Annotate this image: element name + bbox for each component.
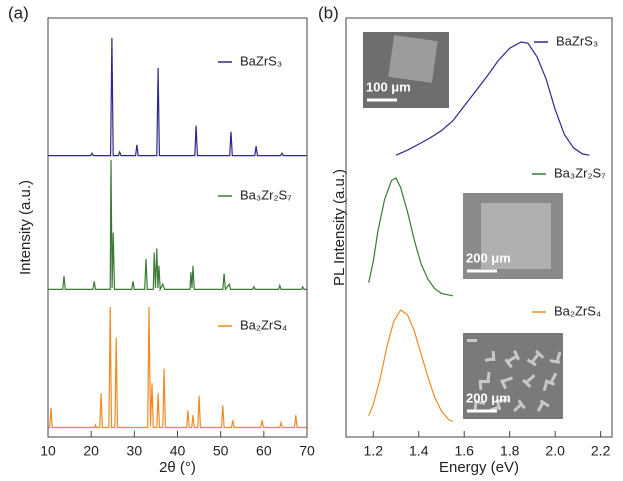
x-axis-label: 2θ (°) <box>159 459 196 476</box>
data-line <box>48 306 307 429</box>
scale-bar-label: 100 μm <box>366 79 411 94</box>
panel-label: (a) <box>8 3 29 22</box>
x-tick-label: 1.6 <box>454 443 474 459</box>
x-tick-label: 1.2 <box>364 443 384 459</box>
y-axis-label: Intensity (a.u.) <box>17 180 34 275</box>
sem-rod <box>531 352 540 363</box>
sem-rod <box>555 351 562 363</box>
sem-rod <box>512 403 523 413</box>
sem-rod <box>535 349 545 359</box>
sem-rod <box>525 374 536 384</box>
data-line <box>48 37 307 157</box>
x-tick-label: 20 <box>83 443 99 459</box>
sem-rod <box>549 359 561 364</box>
sem-rod <box>536 401 545 412</box>
x-axis-label: Energy (eV) <box>439 459 519 476</box>
x-tick-label: 1.4 <box>409 443 429 459</box>
x-tick-label: 2.2 <box>591 443 611 459</box>
x-tick-label: 2.0 <box>545 443 565 459</box>
y-axis-label: PL Intensity (a.u.) <box>331 169 348 286</box>
scale-bar-label: 200 μm <box>466 250 511 265</box>
legend-label: BaZrS₃ <box>556 33 598 48</box>
sem-rod <box>504 358 513 369</box>
x-tick-label: 40 <box>170 443 186 459</box>
sem-rod <box>542 380 549 392</box>
sem-crystal <box>481 203 551 269</box>
sem-crystal <box>388 35 438 83</box>
sem-rod <box>502 376 514 383</box>
x-tick-label: 70 <box>299 443 315 459</box>
sem-rod <box>507 354 518 363</box>
plot-frame <box>47 17 308 438</box>
legend-label: Ba₂ZrS₄ <box>554 303 601 318</box>
data-line <box>368 177 454 297</box>
sem-rod <box>491 350 496 362</box>
plot-frame <box>345 17 613 438</box>
scale-bar-label: 200 μm <box>466 390 511 405</box>
x-tick-label: 1.8 <box>500 443 520 459</box>
sem-rod <box>513 350 521 361</box>
sem-rod <box>517 399 526 410</box>
x-tick-label: 50 <box>213 443 229 459</box>
data-line <box>368 309 454 423</box>
sem-rod <box>497 398 509 403</box>
x-tick-label: 10 <box>40 443 56 459</box>
panel-label: (b) <box>318 3 339 22</box>
data-line <box>395 41 590 156</box>
legend-label: Ba₃Zr₂S₇ <box>240 187 292 202</box>
sem-rod <box>544 379 556 386</box>
data-line <box>48 159 307 292</box>
sem-rod <box>521 378 532 388</box>
x-tick-label: 60 <box>256 443 272 459</box>
sem-rod <box>495 399 502 411</box>
legend-label: Ba₂ZrS₄ <box>240 317 287 332</box>
sem-rod <box>467 339 477 342</box>
sem-rod <box>549 372 558 383</box>
legend-label: Ba₃Zr₂S₇ <box>554 165 606 180</box>
sem-rod <box>473 400 478 412</box>
sem-rod <box>500 379 508 390</box>
sem-rod <box>486 371 491 383</box>
x-tick-label: 30 <box>127 443 143 459</box>
legend-label: BaZrS₃ <box>240 53 282 68</box>
sem-rod <box>526 358 537 367</box>
sem-rod <box>474 399 486 405</box>
sem-rod <box>539 399 550 408</box>
